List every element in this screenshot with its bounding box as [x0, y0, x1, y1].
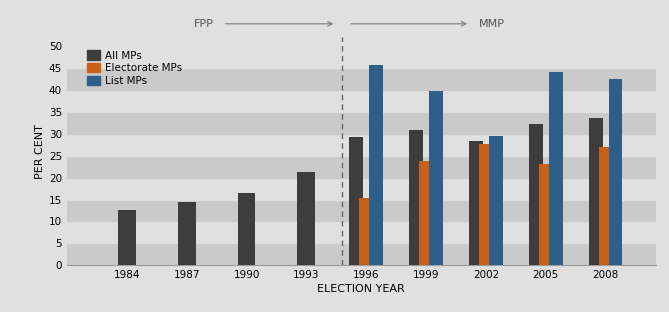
Bar — [529, 124, 543, 265]
Legend: All MPs, Electorate MPs, List MPs: All MPs, Electorate MPs, List MPs — [84, 47, 185, 89]
Bar — [469, 141, 483, 265]
Text: MMP: MMP — [479, 19, 505, 29]
Y-axis label: PER CENT: PER CENT — [35, 124, 45, 179]
Bar — [349, 137, 363, 265]
Bar — [67, 222, 656, 243]
Text: FPP: FPP — [194, 19, 213, 29]
Bar — [589, 118, 603, 265]
Bar — [67, 90, 656, 112]
Bar — [67, 134, 656, 156]
Bar — [369, 65, 383, 265]
Bar — [118, 211, 136, 265]
X-axis label: ELECTION YEAR: ELECTION YEAR — [317, 284, 405, 294]
Bar — [409, 130, 423, 265]
Bar — [67, 178, 656, 199]
Bar — [67, 243, 656, 265]
Bar — [419, 160, 433, 265]
Bar — [609, 79, 622, 265]
Bar — [237, 193, 256, 265]
Bar — [599, 147, 613, 265]
Bar — [539, 163, 553, 265]
Bar — [67, 156, 656, 178]
Bar — [429, 91, 443, 265]
Bar — [479, 144, 493, 265]
Bar — [549, 71, 563, 265]
Bar — [489, 136, 502, 265]
Bar — [298, 172, 315, 265]
Bar — [178, 202, 195, 265]
Bar — [67, 68, 656, 90]
Bar — [67, 46, 656, 68]
Bar — [359, 198, 373, 265]
Bar — [67, 199, 656, 222]
Bar — [67, 112, 656, 134]
